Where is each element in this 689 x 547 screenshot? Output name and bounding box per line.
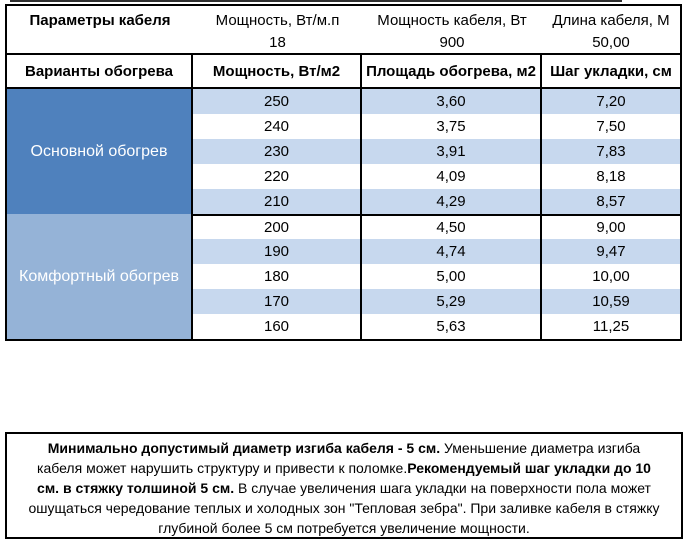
cable-params-header: Параметры кабеля Мощность, Вт/м.п 18 Мощ…	[7, 6, 680, 53]
table-cell: 4,74	[362, 239, 542, 264]
table-cell: 9,47	[542, 239, 680, 264]
table-cell: 5,29	[362, 289, 542, 314]
params-title: Параметры кабеля	[29, 12, 171, 29]
table-cell: 11,25	[542, 314, 680, 339]
table-body: Основной обогрев Комфортный обогрев 250 3…	[7, 89, 680, 339]
table-cell: 3,60	[362, 89, 542, 114]
section-label-comfort-heating: Комфортный обогрев	[7, 214, 191, 339]
table-rows: 250 3,60 7,20 240 3,75 7,50 230 3,91 7,83 220 4,09…	[193, 89, 680, 339]
column-header-area: Площадь обогрева, м2	[362, 55, 542, 87]
table-cell: 170	[193, 289, 362, 314]
note-text: Минимально допустимый диаметр изгиба каб…	[7, 434, 681, 537]
table-cell: 4,50	[362, 214, 542, 239]
table-cell: 3,91	[362, 139, 542, 164]
note-segment: В случае увеличения шага укладки на пове…	[28, 480, 660, 536]
param-value: 50,00	[592, 34, 630, 51]
table-cell: 220	[193, 164, 362, 189]
column-header-step: Шаг укладки, см	[550, 62, 672, 80]
table-cell: 10,59	[542, 289, 680, 314]
table-cell: 5,00	[362, 264, 542, 289]
variants-column: Основной обогрев Комфортный обогрев	[7, 89, 193, 339]
table-cell: 210	[193, 189, 362, 214]
note-bold-segment: Минимально допустимый диаметр изгиба каб…	[47, 440, 441, 456]
table-cell: 5,63	[362, 314, 542, 339]
param-cable-power: Мощность кабеля, Вт 900	[362, 6, 542, 53]
param-label: Мощность, Вт/м.п	[215, 12, 340, 29]
cable-parameters-table: Параметры кабеля Мощность, Вт/м.п 18 Мощ…	[5, 4, 682, 341]
table-cell: 7,20	[542, 89, 680, 114]
table-cell: 180	[193, 264, 362, 289]
params-title-spacer	[7, 33, 193, 52]
table-cell: 160	[193, 314, 362, 339]
note-segment: Уменьшение диаметра изгиба кабеля может …	[37, 440, 641, 476]
column-header-variants: Варианты обогрева	[7, 55, 193, 87]
table-cell: 8,57	[542, 189, 680, 214]
column-header-power: Мощность, Вт/м2	[193, 55, 362, 87]
table-cell: 230	[193, 139, 362, 164]
table-cell: 240	[193, 114, 362, 139]
table-cell: 4,29	[362, 189, 542, 214]
section-label-main-heating: Основной обогрев	[7, 89, 191, 214]
param-label: Мощность кабеля, Вт	[377, 12, 527, 29]
param-value: 18	[269, 34, 286, 51]
table-cell: 250	[193, 89, 362, 114]
table-cell: 7,83	[542, 139, 680, 164]
table-cell: 200	[193, 214, 362, 239]
crop-artifact-line	[10, 0, 622, 2]
table-cell: 8,18	[542, 164, 680, 189]
param-cable-length: Длина кабеля, М 50,00	[542, 6, 680, 53]
param-label: Длина кабеля, М	[552, 12, 670, 29]
table-cell: 190	[193, 239, 362, 264]
param-power-per-meter: Мощность, Вт/м.п 18	[193, 6, 362, 53]
note-bold-segment: Рекомендуемый шаг укладки до 10 см. в ст…	[37, 460, 651, 496]
table-cell: 10,00	[542, 264, 680, 289]
table-cell: 7,50	[542, 114, 680, 139]
param-value: 900	[439, 34, 465, 51]
table-cell: 9,00	[542, 214, 680, 239]
table-cell: 4,09	[362, 164, 542, 189]
table-cell: 3,75	[362, 114, 542, 139]
note-box: Минимально допустимый диаметр изгиба каб…	[5, 432, 683, 539]
table-column-headers: Варианты обогрева Мощность, Вт/м2 Площад…	[7, 53, 680, 89]
params-header-title-col: Параметры кабеля	[7, 6, 193, 53]
